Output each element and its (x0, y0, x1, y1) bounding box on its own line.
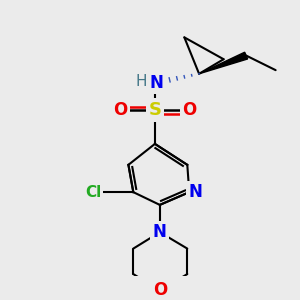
Text: O: O (153, 281, 167, 299)
Text: S: S (148, 101, 161, 119)
Text: Cl: Cl (85, 184, 101, 200)
Text: N: N (188, 183, 202, 201)
Text: N: N (153, 223, 167, 241)
Text: N: N (150, 74, 164, 92)
Text: H: H (135, 74, 147, 88)
Text: O: O (113, 101, 128, 119)
Polygon shape (199, 52, 248, 74)
Text: O: O (182, 101, 196, 119)
